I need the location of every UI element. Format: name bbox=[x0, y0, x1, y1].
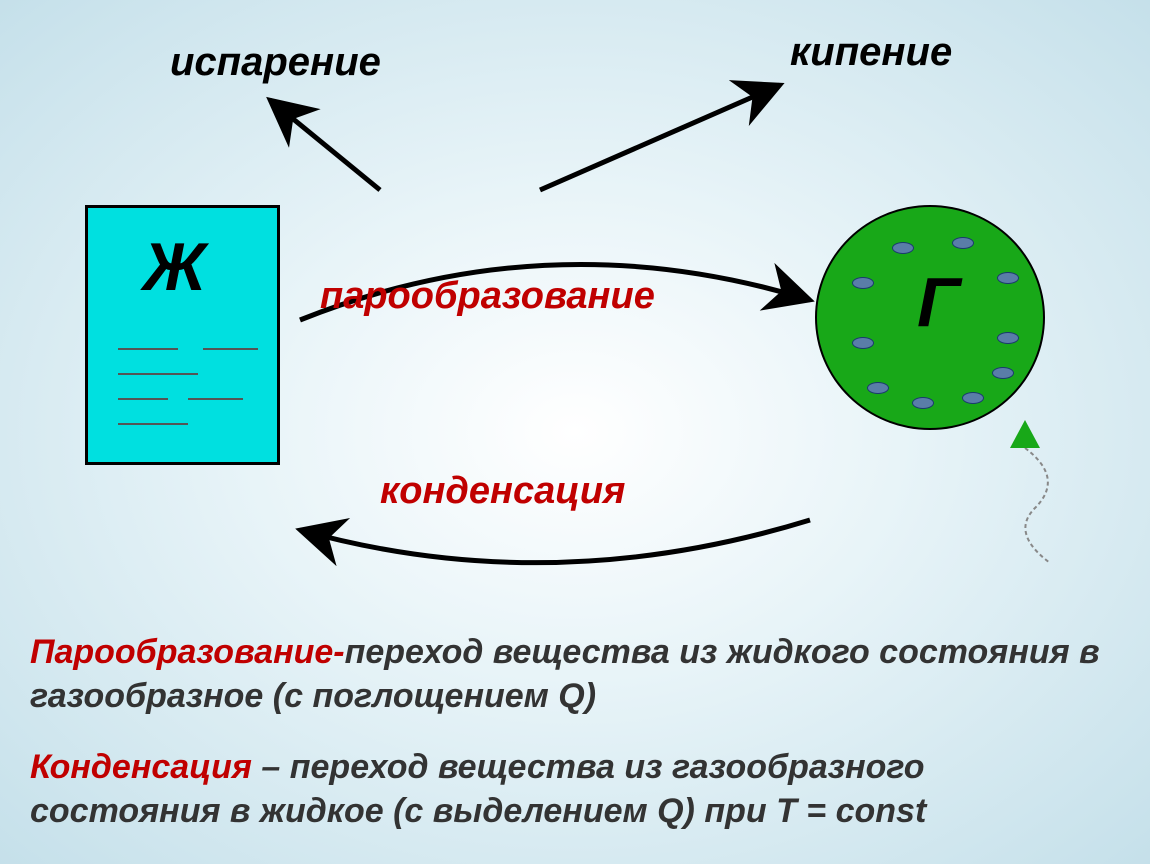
definition-vaporization: Парообразование-переход вещества из жидк… bbox=[30, 630, 1120, 718]
definition-condensation: Конденсация – переход вещества из газооб… bbox=[30, 745, 1120, 833]
definition-term: Конденсация bbox=[30, 748, 252, 786]
label-vaporization: парообразование bbox=[320, 275, 655, 318]
definition-term: Парообразование- bbox=[30, 633, 345, 671]
label-condensation: конденсация bbox=[380, 470, 625, 513]
diagram-container: испарение кипение Ж Г bbox=[0, 0, 1150, 864]
